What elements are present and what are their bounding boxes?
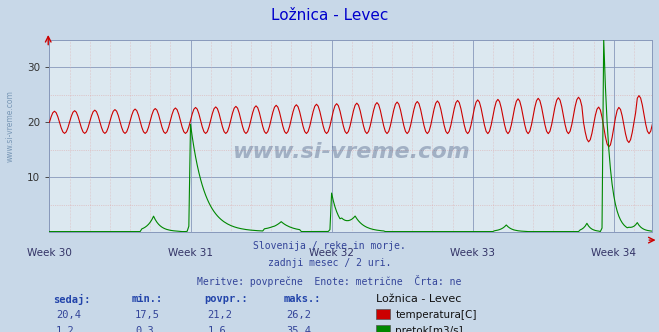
Text: 1,2: 1,2 xyxy=(56,326,74,332)
Text: 1,6: 1,6 xyxy=(208,326,226,332)
Text: sedaj:: sedaj: xyxy=(53,294,90,305)
Text: 20,4: 20,4 xyxy=(56,310,81,320)
Text: pretok[m3/s]: pretok[m3/s] xyxy=(395,326,463,332)
Text: povpr.:: povpr.: xyxy=(204,294,248,304)
Text: 21,2: 21,2 xyxy=(208,310,233,320)
Text: 35,4: 35,4 xyxy=(287,326,312,332)
Text: 26,2: 26,2 xyxy=(287,310,312,320)
Text: Week 34: Week 34 xyxy=(591,248,637,258)
Text: www.si-vreme.com: www.si-vreme.com xyxy=(232,141,470,162)
Text: Slovenija / reke in morje.: Slovenija / reke in morje. xyxy=(253,241,406,251)
Text: Ložnica - Levec: Ložnica - Levec xyxy=(271,8,388,23)
Text: Ložnica - Levec: Ložnica - Levec xyxy=(376,294,461,304)
Text: Week 31: Week 31 xyxy=(168,248,213,258)
Text: zadnji mesec / 2 uri.: zadnji mesec / 2 uri. xyxy=(268,258,391,268)
Text: Week 32: Week 32 xyxy=(309,248,354,258)
Text: 0,3: 0,3 xyxy=(135,326,154,332)
Text: maks.:: maks.: xyxy=(283,294,321,304)
Text: min.:: min.: xyxy=(132,294,163,304)
Text: 17,5: 17,5 xyxy=(135,310,160,320)
Text: Week 30: Week 30 xyxy=(27,248,72,258)
Text: temperatura[C]: temperatura[C] xyxy=(395,310,477,320)
Text: Week 33: Week 33 xyxy=(450,248,495,258)
Text: Meritve: povprečne  Enote: metrične  Črta: ne: Meritve: povprečne Enote: metrične Črta:… xyxy=(197,275,462,287)
Text: www.si-vreme.com: www.si-vreme.com xyxy=(5,90,14,162)
